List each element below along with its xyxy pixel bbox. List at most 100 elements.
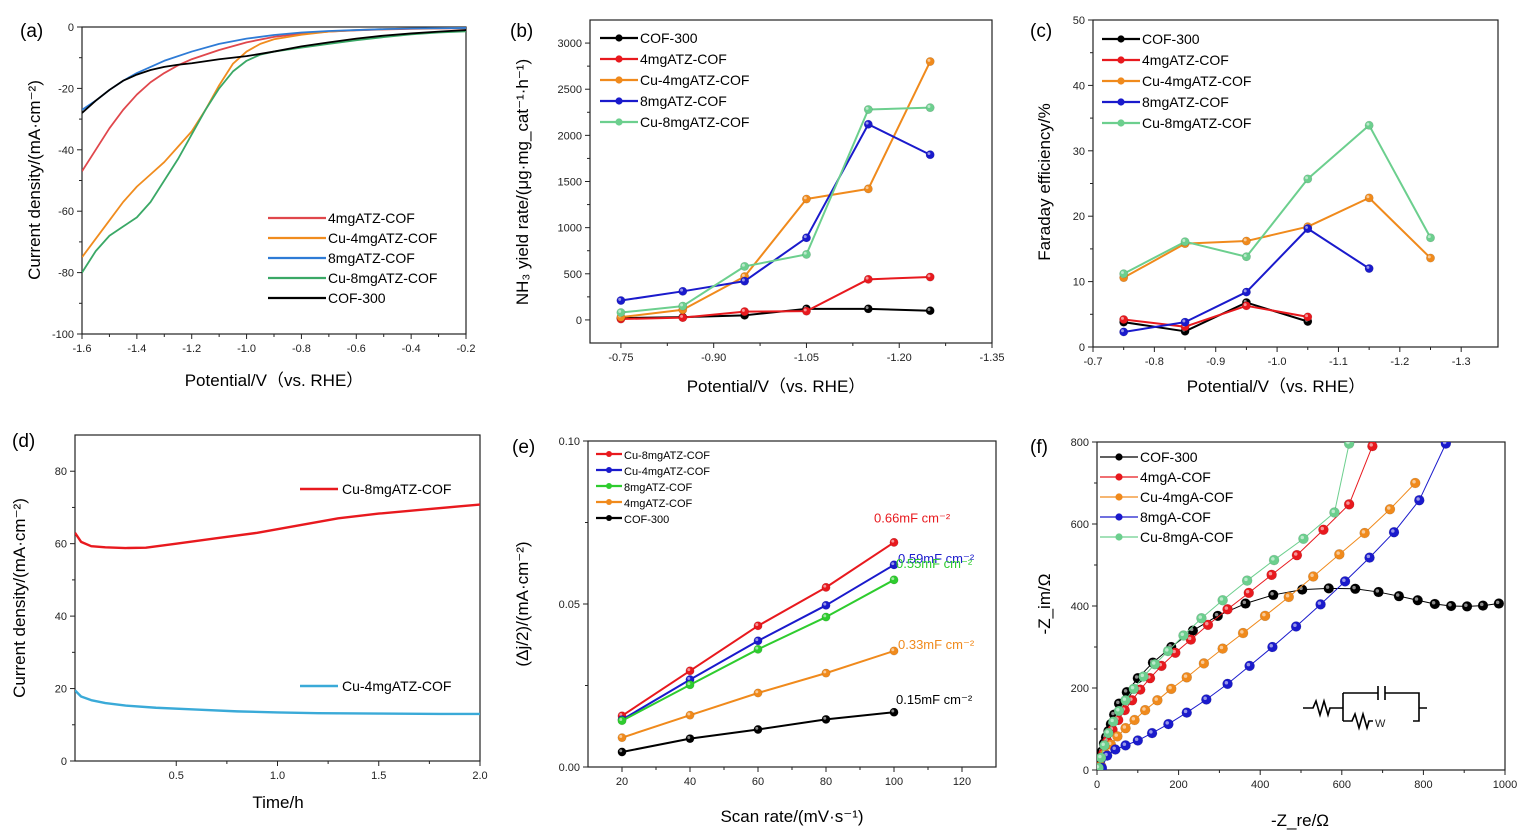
point-highlight bbox=[891, 709, 895, 713]
point-highlight bbox=[1183, 709, 1188, 714]
legend-label: 4mgATZ-COF bbox=[1142, 52, 1229, 68]
point-highlight bbox=[1130, 685, 1135, 690]
point-highlight bbox=[1495, 600, 1500, 605]
series-4mgatz-cof-point bbox=[753, 688, 763, 698]
x-tick-label: -1.2 bbox=[1390, 356, 1409, 368]
legend-label: Cu-4mgATZ-COF bbox=[342, 678, 451, 694]
point-highlight bbox=[1219, 597, 1224, 601]
y-axis-label: NH₃ yield rate/(μg·mg_cat⁻¹·h⁻¹) bbox=[513, 59, 532, 305]
point-highlight bbox=[1442, 442, 1447, 445]
series-4mgatz-cof-line bbox=[1123, 304, 1308, 328]
x-tick-label: 800 bbox=[1414, 779, 1432, 791]
point-highlight bbox=[680, 288, 684, 292]
point-highlight bbox=[1346, 442, 1350, 445]
y-axis-label: -Z_im/Ω bbox=[1035, 574, 1054, 635]
series-cu-4mgatz-cof-line bbox=[75, 689, 480, 716]
series-8mgatz-cof-point bbox=[1303, 224, 1313, 234]
legend: COF-300 4mgATZ-COF Cu-4mgATZ-COF 8mgATZ-COF… bbox=[1102, 31, 1251, 131]
point-highlight bbox=[927, 152, 931, 156]
point-highlight bbox=[1271, 557, 1275, 561]
point-highlight bbox=[1151, 661, 1156, 665]
point-highlight bbox=[1305, 225, 1309, 229]
panel-label: (b) bbox=[510, 21, 533, 42]
point-highlight bbox=[1366, 122, 1370, 126]
series-4mgatz-cof-point bbox=[1303, 312, 1313, 322]
point-highlight bbox=[803, 251, 807, 255]
point-highlight bbox=[1200, 660, 1205, 664]
legend-marker bbox=[1117, 56, 1125, 64]
series-cu-4mgatz-cof-point bbox=[925, 57, 935, 67]
series-cu-8mgatz-cof-point bbox=[685, 666, 695, 676]
legend-marker bbox=[1117, 119, 1125, 127]
plot-area bbox=[616, 57, 935, 324]
x-tick-label: -0.90 bbox=[701, 352, 726, 364]
point-highlight bbox=[1331, 509, 1336, 514]
x-tick-label: -0.4 bbox=[402, 343, 421, 355]
series-cu-8mgatz-cof-point bbox=[1180, 237, 1190, 247]
y-tick-label: 0.10 bbox=[559, 436, 580, 448]
series-cof-300-point bbox=[753, 725, 763, 735]
point-highlight bbox=[1134, 675, 1139, 679]
point-highlight bbox=[1285, 594, 1290, 598]
legend-label: 4mgATZ-COF bbox=[640, 51, 727, 67]
y-tick-label: 40 bbox=[1073, 80, 1085, 92]
legend-label: 8mgATZ-COF bbox=[624, 482, 693, 494]
legend-label: COF-300 bbox=[328, 290, 386, 306]
point-highlight bbox=[803, 196, 807, 200]
point-highlight bbox=[1310, 573, 1314, 578]
point-highlight bbox=[1165, 648, 1169, 652]
x-tick-label: 2.0 bbox=[472, 770, 487, 782]
chart-panel-c: -0.7 -0.8 -0.9 -1.0 -1.1 -1.2 -1.3 0 10 20 30 40 50 (… bbox=[1030, 15, 1499, 396]
series-8mgatz-cof-point bbox=[685, 680, 695, 690]
point-highlight bbox=[1098, 754, 1102, 759]
series-cu-8mgatz-cof-point bbox=[1241, 252, 1251, 262]
x-tick-label: -0.9 bbox=[1206, 356, 1225, 368]
point-highlight bbox=[680, 303, 684, 307]
point-highlight bbox=[1134, 737, 1139, 742]
series-4mgatz-cof-point bbox=[889, 646, 899, 656]
point-highlight bbox=[1242, 600, 1247, 605]
series-cof-300-point bbox=[889, 707, 899, 717]
point-highlight bbox=[1270, 591, 1274, 596]
y-tick-label: 600 bbox=[1071, 519, 1089, 531]
legend-marker bbox=[1115, 473, 1123, 481]
capacitance-annotation: 0.66mF cm⁻² bbox=[874, 510, 951, 525]
point-highlight bbox=[865, 186, 869, 190]
legend-label: 8mgATZ-COF bbox=[640, 93, 727, 109]
point-highlight bbox=[1205, 621, 1209, 626]
point-highlight bbox=[823, 602, 827, 606]
series-cof-300-point bbox=[821, 714, 831, 724]
legend-marker bbox=[615, 76, 623, 84]
y-tick-label: 2500 bbox=[558, 84, 582, 96]
point-highlight bbox=[1416, 497, 1420, 501]
legend: 4mgATZ-COF Cu-4mgATZ-COF 8mgATZ-COF Cu-8mgA… bbox=[268, 210, 437, 306]
point-highlight bbox=[1121, 271, 1124, 275]
x-tick-label: -1.1 bbox=[1329, 356, 1348, 368]
point-highlight bbox=[1219, 645, 1224, 650]
point-highlight bbox=[680, 314, 684, 318]
point-highlight bbox=[1300, 535, 1304, 540]
y-tick-label: 50 bbox=[1073, 15, 1085, 27]
y-tick-label: 0 bbox=[1079, 342, 1085, 354]
point-highlight bbox=[1269, 644, 1273, 648]
legend-label: Cu-4mgATZ-COF bbox=[624, 466, 710, 478]
point-highlight bbox=[1116, 700, 1120, 705]
plot-area bbox=[1097, 442, 1505, 770]
point-highlight bbox=[1395, 593, 1400, 597]
x-tick-label: -1.4 bbox=[127, 343, 146, 355]
series-4mgatz-cof-point bbox=[821, 668, 831, 678]
point-highlight bbox=[755, 623, 759, 627]
legend-marker bbox=[1117, 35, 1125, 43]
x-axis-label: Potential/V（vs. RHE） bbox=[1187, 377, 1366, 396]
point-highlight bbox=[865, 276, 869, 280]
series-4mgatz-cof-line bbox=[620, 276, 931, 321]
legend-label: Cu-8mgATZ-COF bbox=[640, 114, 749, 130]
series-cu-8mgatz-cof-point bbox=[821, 582, 831, 592]
y-tick-label: 0.00 bbox=[559, 762, 580, 774]
legend-label: 4mgATZ-COF bbox=[624, 498, 693, 510]
series-4mgatz-cof-point bbox=[617, 733, 627, 743]
point-highlight bbox=[1336, 551, 1340, 555]
point-highlight bbox=[1110, 718, 1114, 723]
y-tick-label: 3000 bbox=[558, 38, 582, 50]
series-cu-4mgatz-cof-point bbox=[1241, 236, 1251, 246]
